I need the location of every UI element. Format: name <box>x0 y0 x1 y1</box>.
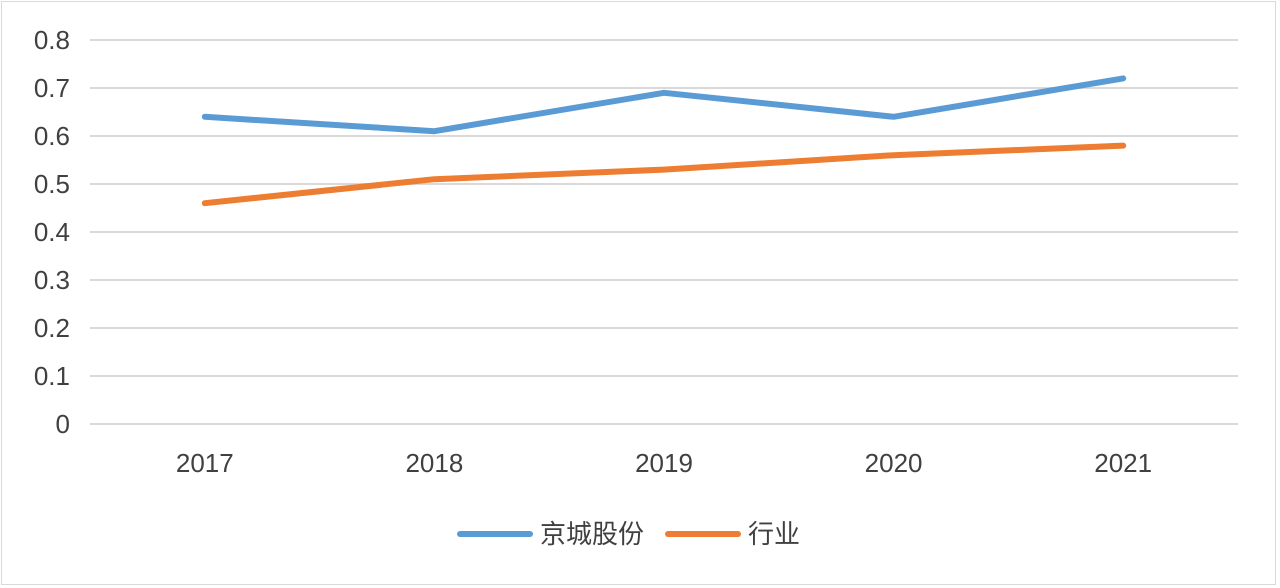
y-tick-label: 0.7 <box>34 73 70 103</box>
y-tick-label: 0.8 <box>34 25 70 55</box>
series-lines <box>201 75 1127 207</box>
x-axis-ticks: 2017 2018 2019 2020 2021 <box>176 448 1152 478</box>
series-line-2 <box>201 142 1127 207</box>
y-tick-label: 0.6 <box>34 121 70 151</box>
x-tick-label: 2019 <box>635 448 693 478</box>
y-tick-label: 0.1 <box>34 361 70 391</box>
y-tick-label: 0.5 <box>34 169 70 199</box>
x-tick-label: 2018 <box>405 448 463 478</box>
y-tick-label: 0.4 <box>34 217 70 247</box>
y-tick-label: 0.3 <box>34 265 70 295</box>
x-tick-label: 2020 <box>865 448 923 478</box>
y-tick-label: 0.2 <box>34 313 70 343</box>
grid-lines <box>90 39 1238 425</box>
legend-label: 京城股份 <box>540 520 644 550</box>
x-tick-label: 2021 <box>1094 448 1152 478</box>
series-line-1 <box>201 75 1127 135</box>
y-tick-label: 0 <box>56 409 70 439</box>
x-tick-label: 2017 <box>176 448 234 478</box>
legend-label: 行业 <box>748 520 800 550</box>
y-axis-ticks: 0 0.1 0.2 0.3 0.4 0.5 0.6 0.7 0.8 <box>34 25 70 439</box>
legend: 京城股份 行业 <box>457 520 800 550</box>
